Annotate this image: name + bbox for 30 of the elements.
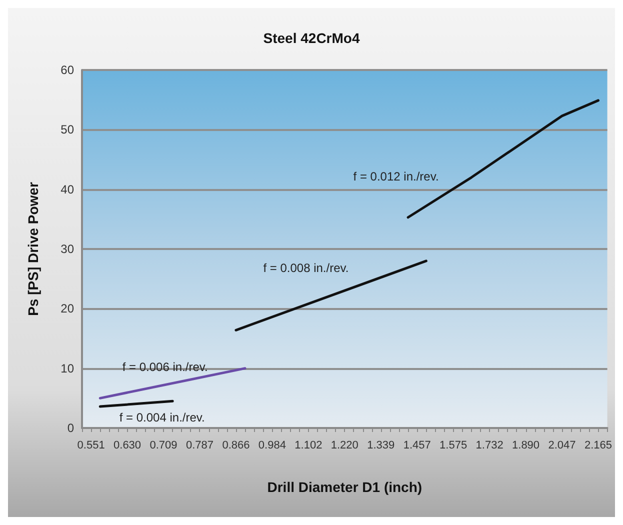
x-tick-label: 2.047 — [548, 440, 576, 452]
x-tick-label: 0.984 — [258, 440, 286, 452]
series-label: f = 0.006 in./rev. — [122, 360, 208, 374]
y-axis-title: Ps [PS] Drive Power — [25, 182, 41, 316]
x-tick-label: 2.165 — [584, 440, 612, 452]
x-tick-label: 0.787 — [186, 440, 214, 452]
y-tick-label: 40 — [60, 182, 74, 196]
y-tick-label: 30 — [60, 242, 74, 256]
x-tick-label: 1.890 — [512, 440, 540, 452]
y-tick-label: 0 — [67, 421, 74, 435]
series-label: f = 0.012 in./rev. — [353, 169, 439, 184]
y-tick-label: 20 — [60, 302, 74, 316]
x-tick-label: 1.102 — [294, 440, 322, 452]
series-label: f = 0.008 in./rev. — [263, 261, 349, 276]
x-tick-label: 0.709 — [150, 440, 178, 452]
y-tick-label: 60 — [60, 63, 74, 77]
y-tick-label: 50 — [60, 122, 74, 137]
x-tick-label: 1.575 — [440, 440, 468, 452]
line-series — [406, 99, 600, 219]
series-label: f = 0.004 in./rev. — [119, 410, 205, 425]
x-tick-label: 0.630 — [114, 440, 142, 452]
chart-title: Steel 42CrMo4 — [263, 30, 360, 46]
x-axis-title: Drill Diameter D1 (inch) — [267, 479, 422, 495]
x-tick-label: 0.866 — [222, 440, 250, 452]
x-tick-label: 1.339 — [367, 440, 395, 452]
x-tick-label: 1.732 — [476, 440, 504, 452]
y-tick-label: 10 — [60, 361, 74, 376]
x-tick-label: 0.551 — [77, 440, 105, 452]
x-tick-label: 1.220 — [330, 440, 358, 452]
x-tick-label: 1.457 — [403, 440, 431, 452]
